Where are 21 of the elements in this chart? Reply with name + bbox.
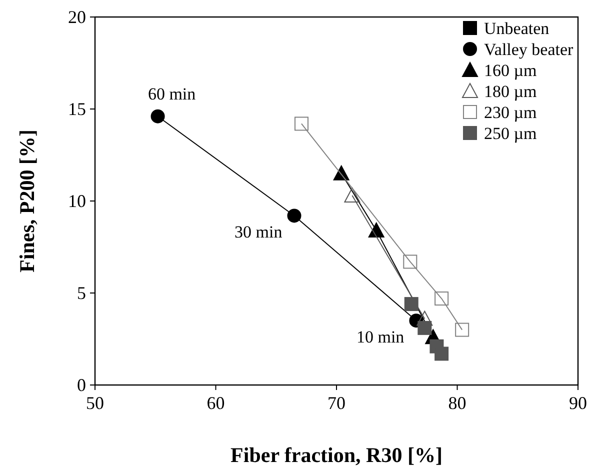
y-axis-title: Fines, P200 [%] bbox=[15, 130, 39, 272]
annotation: 60 min bbox=[148, 84, 196, 104]
legend-label: Valley beater bbox=[484, 40, 574, 59]
y-tick-label: 5 bbox=[77, 283, 86, 303]
x-axis-title: Fiber fraction, R30 [%] bbox=[230, 443, 442, 467]
legend-label: 250 µm bbox=[484, 124, 537, 143]
legend-label: Unbeaten bbox=[484, 19, 550, 38]
x-tick-label: 90 bbox=[569, 393, 587, 413]
legend-label: 230 µm bbox=[484, 103, 537, 122]
x-tick-label: 50 bbox=[86, 393, 104, 413]
legend-label: 180 µm bbox=[484, 82, 537, 101]
x-tick-label: 70 bbox=[328, 393, 346, 413]
x-tick-label: 60 bbox=[206, 393, 225, 413]
x-tick-label: 80 bbox=[448, 393, 466, 413]
annotation: 10 min bbox=[356, 328, 405, 347]
annotation: 30 min bbox=[234, 222, 283, 242]
y-tick-label: 20 bbox=[68, 7, 86, 27]
y-tick-label: 15 bbox=[68, 99, 86, 119]
legend-label: 160 µm bbox=[484, 61, 537, 80]
y-tick-label: 10 bbox=[68, 191, 86, 211]
y-tick-label: 0 bbox=[77, 375, 86, 395]
